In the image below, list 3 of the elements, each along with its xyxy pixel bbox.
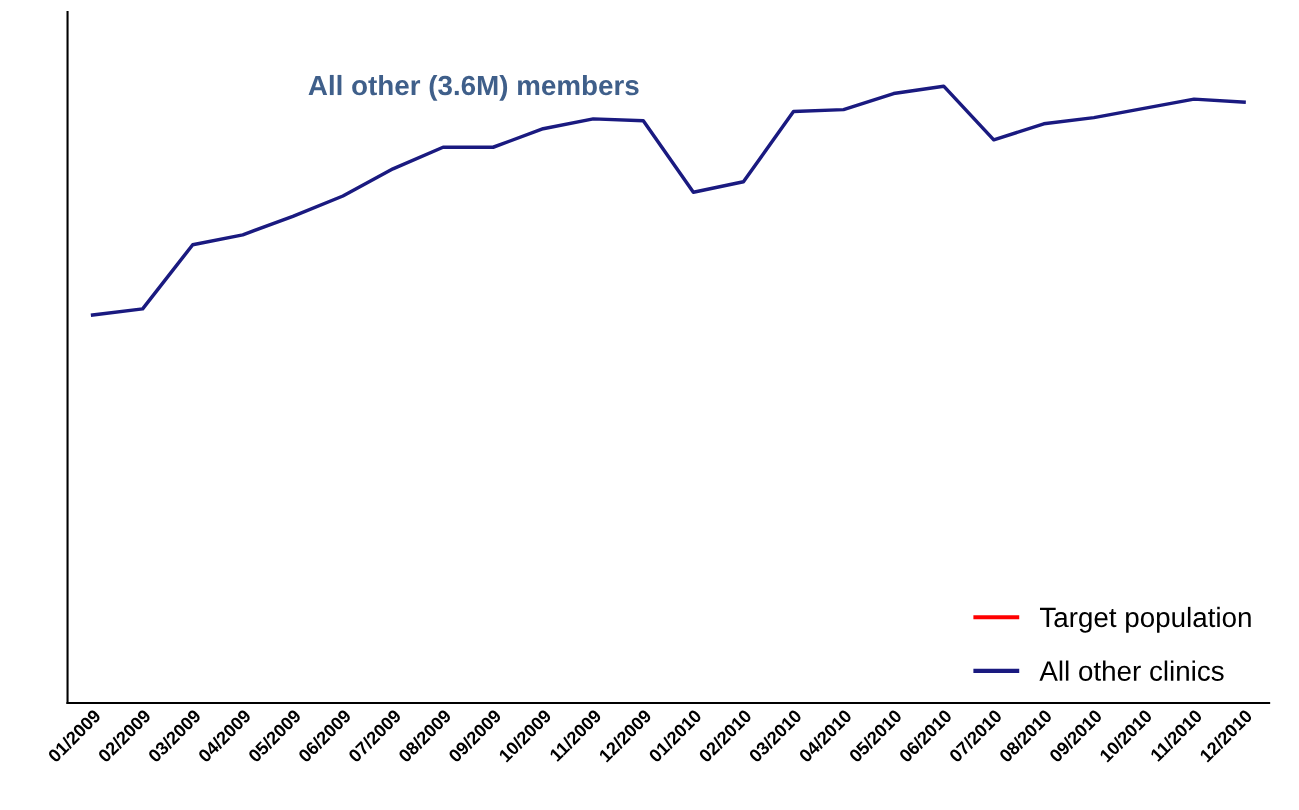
legend-label: Target population [1039,606,1251,633]
annotation: All other (3.6M) members [308,74,639,101]
legend-label: All other clinics [1039,660,1224,681]
